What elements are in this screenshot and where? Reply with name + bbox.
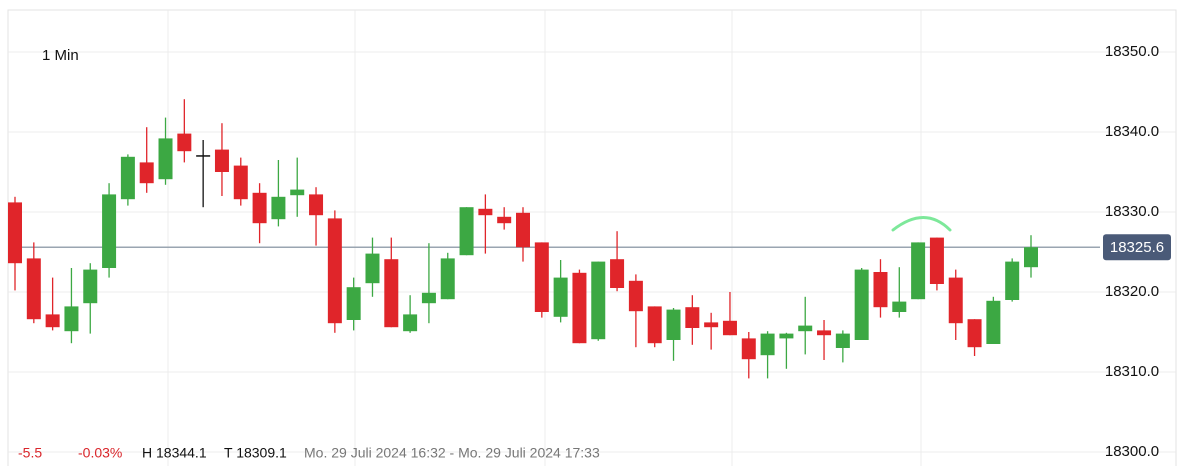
candle-body bbox=[854, 269, 869, 340]
candle-body bbox=[722, 320, 737, 336]
candle-body bbox=[873, 272, 888, 308]
candle-body bbox=[158, 138, 173, 180]
candle-body bbox=[610, 259, 625, 288]
candle-body bbox=[929, 237, 944, 284]
candle-body bbox=[271, 196, 286, 220]
candle-body bbox=[497, 216, 512, 224]
candle-body bbox=[685, 307, 700, 328]
candle-body bbox=[478, 208, 493, 216]
session-low: T 18309.1 bbox=[224, 445, 287, 461]
candle-body bbox=[309, 194, 324, 216]
candle-body bbox=[591, 261, 606, 340]
price-tag-label: 18325.6 bbox=[1110, 239, 1164, 256]
candle-body bbox=[45, 314, 60, 328]
candle-body bbox=[365, 253, 380, 284]
candle-body bbox=[628, 280, 643, 312]
candle-body bbox=[233, 165, 248, 200]
candle-body bbox=[403, 314, 418, 332]
y-tick-label: 18320.0 bbox=[1105, 283, 1159, 300]
candle-body bbox=[64, 306, 79, 332]
candle-body bbox=[948, 277, 963, 324]
candle-body bbox=[967, 319, 982, 348]
candle-body bbox=[327, 218, 342, 324]
candle-body bbox=[102, 194, 117, 268]
y-tick-label: 18350.0 bbox=[1105, 43, 1159, 60]
candle-body bbox=[83, 269, 98, 304]
candle-body bbox=[139, 162, 154, 184]
candle-body bbox=[8, 202, 22, 264]
candle-body bbox=[534, 242, 549, 312]
candle-body bbox=[26, 258, 41, 320]
candle-body bbox=[516, 212, 530, 248]
change: -5.5 bbox=[18, 445, 42, 461]
candle-body bbox=[911, 242, 926, 300]
candle-body bbox=[1024, 247, 1038, 268]
candle-body bbox=[760, 333, 775, 356]
time-range: Mo. 29 Juli 2024 16:32 - Mo. 29 Juli 202… bbox=[304, 445, 600, 461]
candle-body bbox=[553, 277, 568, 317]
candle-body bbox=[459, 207, 474, 256]
candle-body bbox=[252, 192, 267, 224]
candle-body bbox=[817, 330, 832, 336]
session-high: H 18344.1 bbox=[142, 445, 207, 461]
candle-body bbox=[892, 301, 907, 312]
candle-body bbox=[384, 259, 399, 328]
candle-body bbox=[572, 272, 587, 344]
price-tag bbox=[1103, 234, 1171, 261]
candle-body bbox=[798, 325, 813, 332]
interval-label: 1 Min bbox=[42, 47, 79, 64]
candle-body bbox=[1005, 261, 1020, 300]
change-pct: -0.03% bbox=[78, 445, 122, 461]
candle-body bbox=[666, 309, 681, 340]
candle-body bbox=[177, 133, 192, 152]
candle-body bbox=[421, 292, 436, 304]
plot-frame bbox=[7, 9, 1177, 466]
candle-body bbox=[779, 333, 794, 339]
y-tick-label: 18310.0 bbox=[1105, 363, 1159, 380]
candle-body bbox=[741, 338, 756, 360]
candle-body bbox=[440, 258, 455, 300]
candle-body bbox=[290, 189, 305, 196]
y-tick-label: 18300.0 bbox=[1105, 443, 1159, 460]
annotation-arc bbox=[891, 216, 952, 232]
candle-body bbox=[835, 333, 850, 348]
candle-body bbox=[704, 322, 719, 328]
candle-body bbox=[196, 155, 211, 157]
y-tick-label: 18330.0 bbox=[1105, 203, 1159, 220]
candle-body bbox=[986, 300, 1001, 344]
candle-body bbox=[120, 156, 135, 200]
y-tick-label: 18340.0 bbox=[1105, 123, 1159, 140]
candle-body bbox=[214, 149, 229, 172]
candle-body bbox=[346, 287, 361, 320]
candle-body bbox=[647, 306, 662, 344]
